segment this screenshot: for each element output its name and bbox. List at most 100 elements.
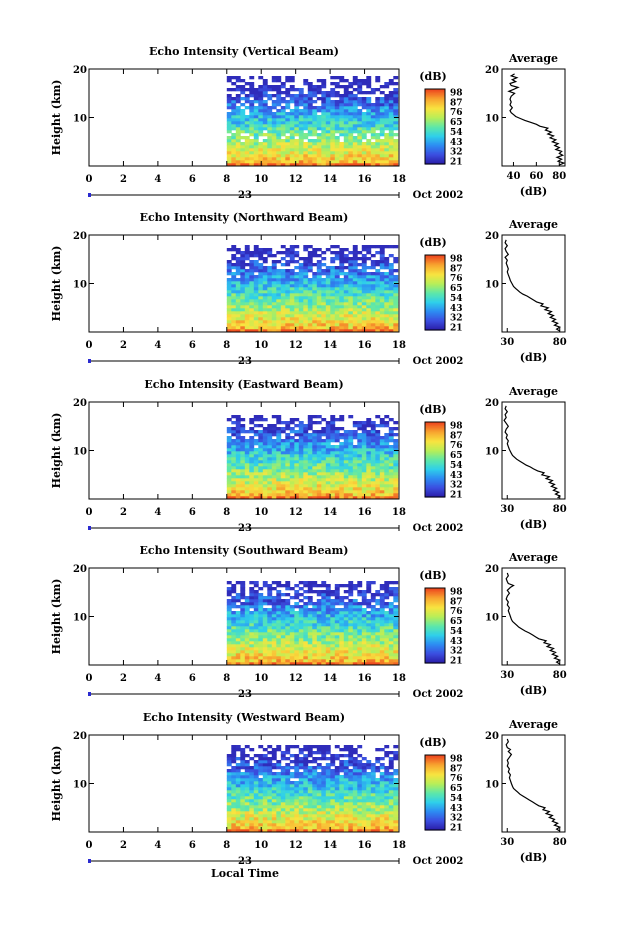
heatmap-cell — [280, 127, 286, 131]
colorbar-step — [425, 110, 445, 113]
heatmap-cell — [334, 811, 340, 815]
heatmap-cell — [321, 136, 327, 140]
heatmap-cell — [348, 641, 354, 645]
heatmap-cell — [330, 421, 336, 425]
heatmap-cell — [357, 584, 363, 588]
heatmap-cell — [388, 130, 394, 134]
heatmap-cell — [280, 287, 286, 291]
heatmap-cell — [370, 439, 376, 443]
heatmap-cell — [393, 475, 399, 479]
heatmap-cell — [388, 133, 394, 137]
heatmap-cell — [316, 638, 322, 642]
colorbar-step — [425, 492, 445, 494]
heatmap-cell — [226, 293, 232, 297]
heatmap-cell — [231, 157, 237, 161]
heatmap-cell — [325, 469, 331, 473]
x-tick-label: 18 — [392, 174, 406, 185]
heatmap-cell — [370, 305, 376, 309]
heatmap-cell — [357, 421, 363, 425]
heatmap-cell — [262, 272, 268, 276]
heatmap-cell — [375, 481, 381, 485]
beam-panel-3: Echo Intensity (Southward Beam)2010Heigh… — [50, 544, 567, 700]
heatmap-cell — [316, 814, 322, 818]
heatmap-cell — [339, 632, 345, 636]
heatmap-cell — [235, 805, 241, 809]
heatmap-cell — [343, 647, 349, 651]
heatmap-cell — [289, 290, 295, 294]
heatmap-cell — [289, 293, 295, 297]
heatmap-cell — [379, 293, 385, 297]
average-profile-line — [507, 73, 566, 166]
colorbar-step — [425, 261, 445, 264]
colorbar-step — [425, 278, 445, 281]
heatmap-cell — [334, 433, 340, 437]
heatmap-cell — [357, 88, 363, 92]
heatmap-cell — [298, 644, 304, 648]
heatmap-cell — [231, 281, 237, 285]
heatmap-cell — [289, 79, 295, 83]
colorbar-step — [425, 626, 445, 629]
heatmap-cell — [294, 326, 300, 330]
heatmap-cell — [303, 293, 309, 297]
colorbar-step — [425, 469, 445, 472]
heatmap-cell — [235, 148, 241, 152]
heatmap-cell — [384, 469, 390, 473]
heatmap-cell — [307, 121, 313, 125]
heatmap-cell — [388, 427, 394, 431]
heatmap-cell — [271, 133, 277, 137]
heatmap-cell — [298, 581, 304, 585]
heatmap-cell — [276, 617, 282, 621]
heatmap-cell — [244, 139, 250, 143]
heatmap-cell — [240, 448, 246, 452]
heatmap-cell — [384, 314, 390, 318]
heatmap-cell — [303, 278, 309, 282]
heatmap-cell — [289, 148, 295, 152]
heatmap-cell — [370, 299, 376, 303]
heatmap-cell — [258, 103, 264, 107]
heatmap-cell — [379, 317, 385, 321]
heatmap-cell — [375, 100, 381, 104]
heatmap-cell — [384, 154, 390, 158]
colorbar-step — [425, 149, 445, 151]
heatmap-cell — [244, 130, 250, 134]
heatmap-cell — [321, 151, 327, 155]
heatmap-cell — [249, 124, 255, 128]
heatmap-cell — [366, 293, 372, 297]
heatmap-cell — [240, 611, 246, 615]
heatmap-cell — [334, 599, 340, 603]
heatmap-cell — [298, 263, 304, 267]
heatmap-cell — [249, 76, 255, 80]
heatmap-cell — [361, 269, 367, 273]
heatmap-cell — [235, 436, 241, 440]
heatmap-cell — [271, 323, 277, 327]
heatmap-cell — [267, 587, 273, 591]
heatmap-cell — [339, 617, 345, 621]
heatmap-cell — [235, 266, 241, 270]
heatmap-cell — [231, 275, 237, 279]
heatmap-cell — [244, 820, 250, 824]
heatmap-cell — [330, 151, 336, 155]
colorbar-step — [425, 155, 445, 158]
heatmap-cell — [276, 469, 282, 473]
heatmap-cell — [285, 76, 291, 80]
heatmap-cell — [330, 163, 336, 167]
heatmap-cell — [379, 160, 385, 164]
heatmap-cell — [244, 296, 250, 300]
heatmap-cell — [339, 602, 345, 606]
heatmap-cell — [271, 103, 277, 107]
colorbar-step — [425, 608, 445, 610]
heatmap-cell — [262, 805, 268, 809]
heatmap-cell — [393, 460, 399, 464]
heatmap-cell — [289, 115, 295, 119]
heatmap-cell — [276, 454, 282, 458]
heatmap-cell — [357, 293, 363, 297]
heatmap-cell — [325, 460, 331, 464]
heatmap-cell — [379, 478, 385, 482]
heatmap-cell — [321, 130, 327, 134]
heatmap-cell — [339, 118, 345, 122]
heatmap-cell — [249, 611, 255, 615]
heatmap-cell — [240, 320, 246, 324]
heatmap-cell — [244, 454, 250, 458]
colorbar-step — [425, 443, 445, 446]
